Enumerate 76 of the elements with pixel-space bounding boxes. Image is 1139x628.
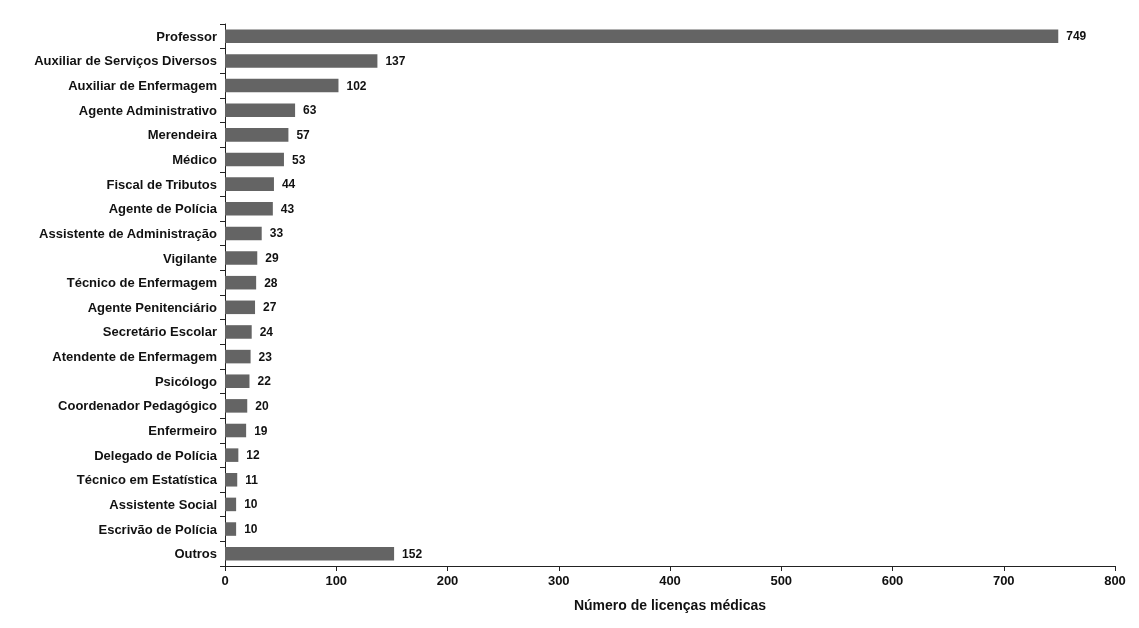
bar	[225, 497, 237, 512]
bar	[225, 54, 378, 68]
x-tick-label: 700	[992, 573, 1015, 588]
y-tick-label: Técnico em Estatística	[76, 472, 218, 488]
bar	[225, 128, 289, 142]
data-label: 53	[291, 152, 306, 167]
data-label: 63	[303, 103, 317, 118]
y-tick-label: Coordenador Pedagógico	[58, 398, 218, 414]
y-tick-label: Fiscal de Tributos	[106, 176, 217, 192]
bar	[225, 546, 395, 561]
data-label: 11	[245, 472, 259, 487]
x-axis-title: Número de licenças médicas	[573, 597, 767, 613]
y-tick-label: Escrivão de Polícia	[98, 521, 218, 537]
bar	[225, 177, 274, 191]
y-tick-label: Atendente de Enfermagem	[52, 349, 217, 365]
y-tick-label: Assistente Social	[109, 496, 217, 512]
y-tick-label: Professor	[156, 28, 217, 44]
y-tick-label: Agente Penitenciário	[87, 299, 218, 315]
bar	[225, 473, 238, 487]
y-tick-label: Secretário Escolar	[102, 324, 217, 340]
data-label: 43	[280, 201, 295, 216]
y-tick-label: Agente Administrativo	[78, 102, 218, 118]
y-tick-label: Enfermeiro	[148, 423, 218, 438]
x-tick-label: 800	[1104, 573, 1126, 588]
data-label: 10	[244, 497, 258, 512]
bar	[225, 29, 1059, 44]
y-tick-label: Psicólogo	[154, 373, 218, 389]
y-tick-label: Médico	[172, 152, 218, 167]
x-tick-label: 0	[221, 573, 229, 588]
bar	[225, 349, 251, 364]
data-label: 102	[346, 78, 367, 93]
x-tick-label: 600	[881, 573, 904, 588]
y-tick-label: Agente de Polícia	[108, 201, 218, 217]
data-label: 28	[264, 275, 278, 290]
data-label: 24	[259, 324, 274, 339]
data-label: 27	[263, 300, 277, 315]
data-label: 137	[385, 53, 406, 68]
bar	[225, 325, 252, 339]
data-label: 749	[1066, 29, 1087, 44]
bar	[225, 275, 257, 290]
data-label: 19	[254, 423, 268, 438]
y-tick-label: Assistente de Administração	[39, 225, 218, 241]
y-tick-label: Merendeira	[147, 127, 218, 143]
data-label: 152	[402, 546, 423, 561]
data-label: 20	[255, 398, 269, 413]
y-tick-label: Delegado de Polícia	[94, 447, 218, 463]
y-tick-label: Técnico de Enfermagem	[66, 275, 217, 291]
data-label: 12	[246, 448, 261, 463]
x-tick-label: 100	[325, 573, 348, 588]
data-label: 33	[269, 226, 284, 241]
bar	[225, 448, 239, 462]
data-label: 44	[281, 177, 296, 192]
y-tick-label: Outros	[174, 546, 217, 562]
y-tick-label: Auxiliar de Serviços Diversos	[34, 53, 217, 69]
x-tick-label: 200	[436, 573, 459, 588]
bar	[225, 152, 284, 167]
y-tick-label: Vigilante	[163, 250, 217, 266]
data-label: 23	[258, 349, 273, 364]
bar	[225, 300, 256, 315]
bar	[225, 78, 339, 93]
bar	[225, 522, 237, 536]
bar	[225, 226, 262, 241]
data-label: 57	[296, 127, 311, 142]
bar	[225, 399, 248, 413]
bar	[225, 251, 258, 265]
bar	[225, 202, 273, 216]
bar	[225, 374, 250, 388]
data-label: 29	[265, 251, 279, 266]
bar	[225, 103, 296, 117]
data-label: 10	[244, 522, 258, 537]
x-tick-label: 500	[770, 573, 793, 588]
x-tick-label: 300	[547, 573, 570, 588]
data-label: 22	[257, 374, 272, 389]
bar	[225, 423, 247, 438]
y-tick-label: Auxiliar de Enfermagem	[68, 78, 217, 94]
x-tick-label: 400	[659, 573, 681, 588]
